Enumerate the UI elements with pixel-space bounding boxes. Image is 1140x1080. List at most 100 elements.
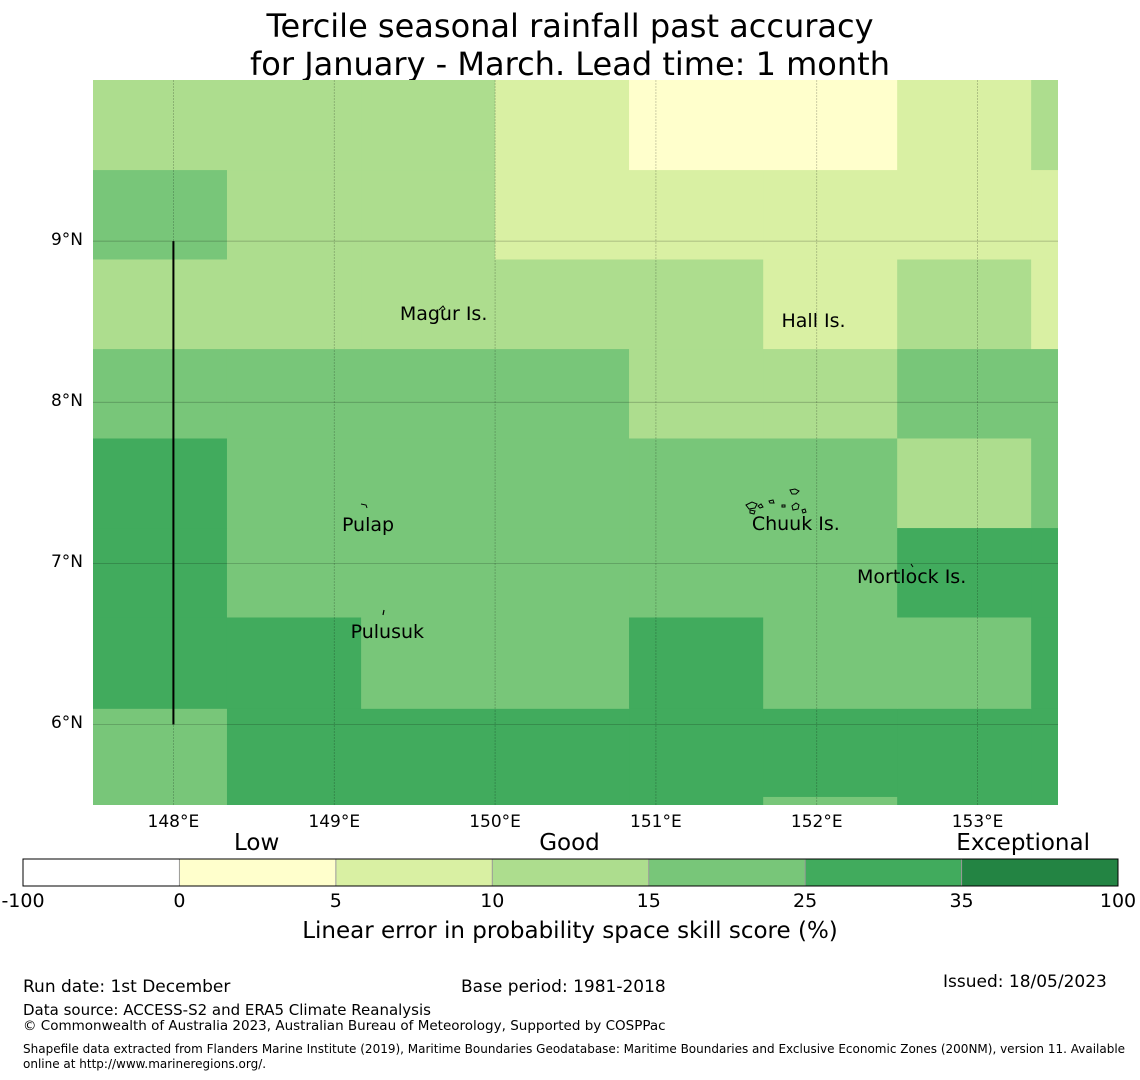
- grid-cell: [93, 169, 228, 260]
- island-outlines: [360, 305, 914, 616]
- grid-cell: [226, 169, 362, 260]
- grid-cell: [629, 348, 764, 439]
- colorbar-bin: [805, 859, 962, 886]
- grid-cell: [1031, 80, 1058, 171]
- colorbar-tick-label: 25: [793, 890, 818, 912]
- grid-cell: [361, 437, 496, 529]
- copyright: © Commonwealth of Australia 2023, Austra…: [23, 1018, 666, 1034]
- grid-cell: [763, 437, 898, 529]
- grid-cell: [226, 616, 362, 709]
- grid-cell: [495, 348, 630, 439]
- grid-cell: [629, 80, 764, 171]
- grid-cell: [495, 437, 630, 529]
- colorbar-bin: [335, 859, 493, 886]
- grid-cell: [763, 708, 898, 805]
- base-period: Base period: 1981-2018: [461, 977, 666, 997]
- grid-cell: [1031, 527, 1058, 618]
- grid-cell: [897, 616, 1032, 709]
- grid-cell: [361, 348, 496, 439]
- grid-cell: [897, 258, 1032, 350]
- grid-cell: [897, 708, 1032, 805]
- grid-cell: [1031, 616, 1058, 709]
- grid-cell: [763, 616, 898, 709]
- grid-cell: [629, 437, 764, 529]
- chuuk-island-outline: [745, 488, 807, 515]
- pulap-island-outline: [360, 503, 368, 509]
- latitude-tick-label: 8°N: [50, 391, 83, 412]
- colorbar-category-label: Low: [233, 830, 280, 856]
- colorbar-tick-label: 15: [636, 890, 661, 912]
- place-label: Chuuk Is.: [751, 512, 840, 535]
- latitude-tick-label: 7°N: [50, 552, 83, 573]
- grid-cell: [629, 527, 764, 618]
- grid-cell: [629, 616, 764, 709]
- grid-cell: [897, 437, 1032, 529]
- grid-cell: [897, 348, 1032, 439]
- grid-cell: [361, 80, 496, 171]
- grid-cell: [93, 437, 228, 529]
- place-label: Hall Is.: [781, 309, 846, 332]
- longitude-tick-label: 149°E: [308, 812, 361, 832]
- latitude-tick-label: 9°N: [50, 230, 83, 251]
- grid-cell: [93, 616, 228, 709]
- colorbar-bin: [492, 859, 649, 886]
- grid-cell: [495, 169, 630, 260]
- grid-cell: [93, 258, 228, 350]
- colorbar-category-label: Good: [539, 830, 600, 856]
- colorbar-tick-label: 35: [949, 890, 974, 912]
- longitude-tick-label: 150°E: [469, 812, 521, 832]
- longitude-tick-label: 152°E: [790, 812, 843, 832]
- grid-cell: [226, 527, 362, 618]
- place-label: Pulap: [341, 514, 395, 537]
- grid-cell: [93, 348, 228, 439]
- grid-cell: [897, 169, 1032, 260]
- grid-cell: [495, 258, 630, 350]
- grid-cell: [763, 169, 898, 260]
- colorbar-tick-label: 100: [1099, 890, 1137, 912]
- place-label: Pulusuk: [350, 620, 425, 643]
- grid-cell: [361, 708, 496, 805]
- colorbar-tick-label: 10: [480, 890, 505, 912]
- colorbar-tick-label: 0: [173, 890, 186, 912]
- colorbar-label: Linear error in probability space skill …: [302, 918, 838, 944]
- data-source: Data source: ACCESS-S2 and ERA5 Climate …: [23, 1001, 431, 1019]
- grid-cell: [629, 258, 764, 350]
- colorbar-bin: [961, 859, 1118, 886]
- grid-cell: [897, 80, 1032, 171]
- grid-cell: [763, 527, 898, 618]
- latitude-tick-label: 6°N: [50, 713, 83, 734]
- place-label: Magur Is.: [399, 303, 488, 326]
- grid-cell: [1031, 348, 1058, 439]
- issued-date: Issued: 18/05/2023: [943, 972, 1107, 992]
- grid-cell: [629, 169, 764, 260]
- rainfall-accuracy-map: [93, 80, 1058, 805]
- grid-cell: [897, 527, 1032, 618]
- grid-cell: [361, 616, 496, 709]
- grid-cell: [361, 258, 496, 350]
- grid-cell: [93, 80, 228, 171]
- pulusuk-island-outline: [382, 609, 385, 616]
- grid-cell: [495, 708, 630, 805]
- longitude-tick-label: 153°E: [951, 812, 1004, 832]
- grid-cell: [226, 348, 362, 439]
- run-date: Run date: 1st December: [23, 977, 231, 997]
- colorbar-border: [22, 858, 1119, 887]
- grid-cell: [93, 527, 228, 618]
- grid-cell: [93, 708, 228, 805]
- shapefile-credit-line-2: online at http://www.marineregions.org/.: [23, 1057, 267, 1071]
- longitude-tick-label: 151°E: [630, 812, 682, 832]
- colorbar-category-label: Exceptional: [956, 830, 1090, 856]
- grid-cell: [226, 80, 362, 171]
- place-label: Mortlock Is.: [857, 565, 967, 588]
- shapefile-credit-line-1: Shapefile data extracted from Flanders M…: [23, 1042, 1126, 1056]
- map-title-line-1: Tercile seasonal rainfall past accuracy: [266, 7, 874, 45]
- longitude-tick-label: 148°E: [147, 812, 200, 832]
- map-title-line-2: for January - March. Lead time: 1 month: [250, 45, 890, 83]
- grid-cell: [763, 258, 898, 350]
- grid-cell: [495, 527, 630, 618]
- grid-cell: [1031, 258, 1058, 350]
- grid-cell: [495, 80, 630, 171]
- grid-cell: [226, 258, 362, 350]
- grid-cell: [226, 708, 362, 805]
- grid-cell: [763, 80, 898, 171]
